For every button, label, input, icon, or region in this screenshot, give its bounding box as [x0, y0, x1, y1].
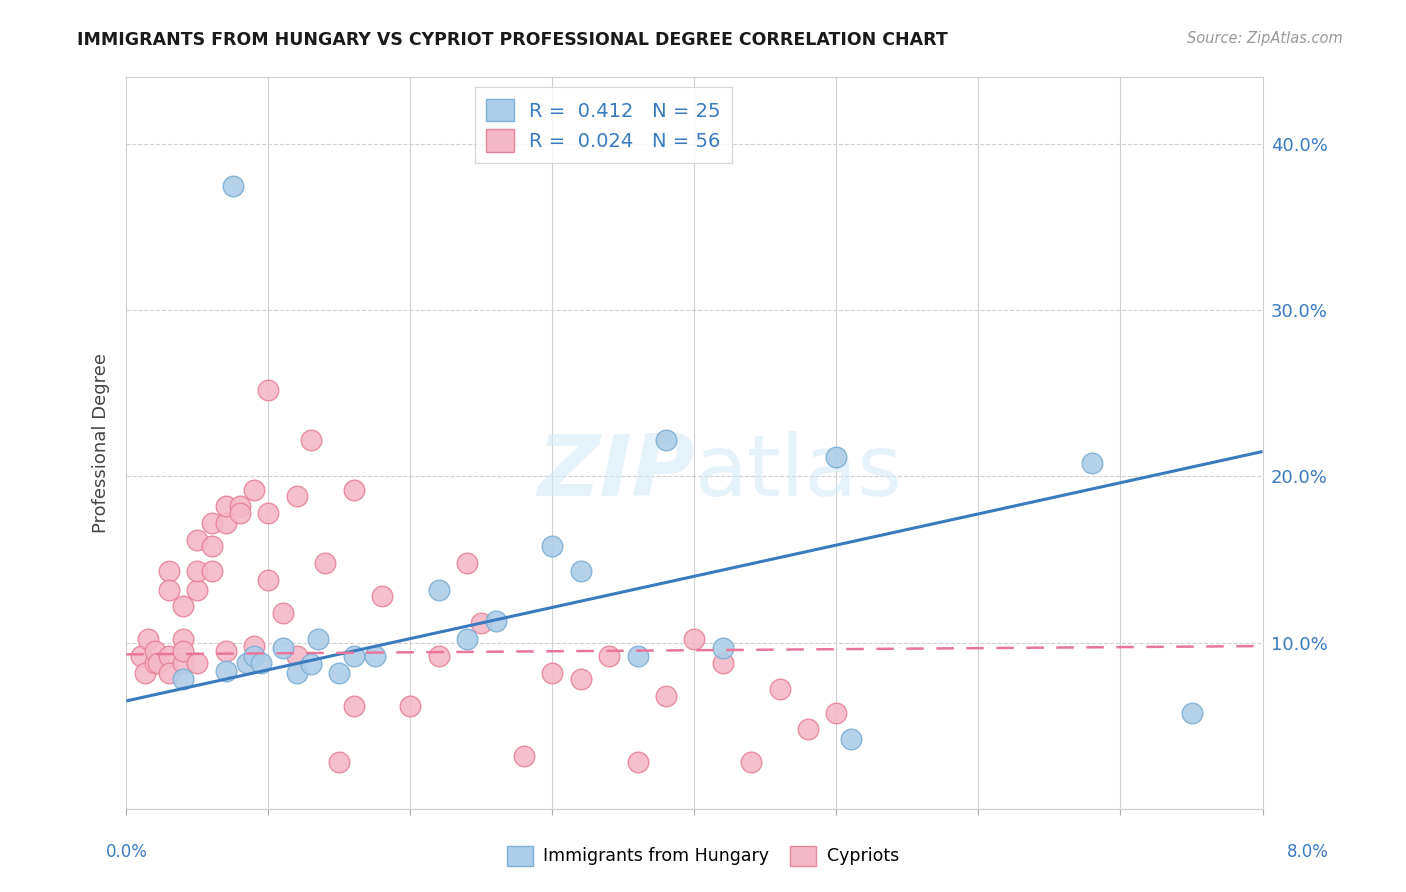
Point — [655, 689, 678, 703]
Point — [172, 673, 194, 687]
Point — [200, 516, 222, 530]
Point — [655, 433, 678, 447]
Point — [257, 383, 280, 397]
Point — [342, 648, 364, 663]
Point — [215, 516, 238, 530]
Point — [271, 606, 294, 620]
Point — [129, 648, 152, 663]
Point — [797, 722, 820, 736]
Point — [839, 732, 862, 747]
Point — [257, 506, 280, 520]
Point — [285, 665, 308, 680]
Point — [257, 573, 280, 587]
Text: IMMIGRANTS FROM HUNGARY VS CYPRIOT PROFESSIONAL DEGREE CORRELATION CHART: IMMIGRANTS FROM HUNGARY VS CYPRIOT PROFE… — [77, 31, 948, 49]
Point — [186, 533, 208, 547]
Point — [285, 648, 308, 663]
Point — [328, 665, 350, 680]
Point — [236, 656, 259, 670]
Point — [569, 564, 592, 578]
Legend: R =  0.412   N = 25, R =  0.024   N = 56: R = 0.412 N = 25, R = 0.024 N = 56 — [475, 87, 733, 163]
Point — [172, 656, 194, 670]
Point — [172, 644, 194, 658]
Point — [626, 756, 648, 770]
Point — [157, 582, 180, 597]
Text: Source: ZipAtlas.com: Source: ZipAtlas.com — [1187, 31, 1343, 46]
Point — [314, 556, 336, 570]
Point — [143, 644, 166, 658]
Text: 0.0%: 0.0% — [105, 843, 148, 861]
Point — [186, 582, 208, 597]
Point — [484, 614, 506, 628]
Point — [200, 539, 222, 553]
Point — [243, 483, 266, 497]
Point — [1081, 456, 1104, 470]
Point — [513, 748, 536, 763]
Point — [299, 657, 322, 672]
Point — [541, 665, 564, 680]
Point — [825, 450, 848, 464]
Point — [598, 648, 620, 663]
Point — [271, 640, 294, 655]
Point — [307, 632, 329, 647]
Point — [186, 656, 208, 670]
Text: 8.0%: 8.0% — [1286, 843, 1329, 861]
Point — [299, 433, 322, 447]
Point — [711, 656, 734, 670]
Point — [157, 564, 180, 578]
Point — [229, 500, 252, 514]
Point — [456, 556, 478, 570]
Point — [215, 664, 238, 678]
Point — [136, 632, 159, 647]
Point — [683, 632, 706, 647]
Point — [541, 539, 564, 553]
Point — [825, 706, 848, 720]
Point — [215, 500, 238, 514]
Point — [427, 648, 450, 663]
Point — [200, 564, 222, 578]
Legend: Immigrants from Hungary, Cypriots: Immigrants from Hungary, Cypriots — [501, 838, 905, 872]
Point — [229, 506, 252, 520]
Point — [342, 483, 364, 497]
Point — [470, 615, 492, 630]
Y-axis label: Professional Degree: Professional Degree — [93, 353, 110, 533]
Point — [134, 665, 156, 680]
Point — [243, 648, 266, 663]
Text: ZIP: ZIP — [537, 431, 695, 514]
Point — [740, 756, 762, 770]
Point — [222, 178, 245, 193]
Point — [157, 648, 180, 663]
Point — [364, 648, 387, 663]
Point — [456, 632, 478, 647]
Point — [285, 490, 308, 504]
Point — [371, 589, 394, 603]
Point — [243, 639, 266, 653]
Text: atlas: atlas — [695, 431, 903, 514]
Point — [172, 599, 194, 614]
Point — [250, 656, 273, 670]
Point — [711, 640, 734, 655]
Point — [172, 632, 194, 647]
Point — [143, 656, 166, 670]
Point — [215, 644, 238, 658]
Point — [769, 682, 792, 697]
Point — [399, 698, 422, 713]
Point — [569, 673, 592, 687]
Point — [146, 656, 169, 670]
Point — [427, 582, 450, 597]
Point — [157, 665, 180, 680]
Point — [1180, 706, 1202, 720]
Point — [626, 648, 648, 663]
Point — [342, 698, 364, 713]
Point — [328, 756, 350, 770]
Point — [186, 564, 208, 578]
